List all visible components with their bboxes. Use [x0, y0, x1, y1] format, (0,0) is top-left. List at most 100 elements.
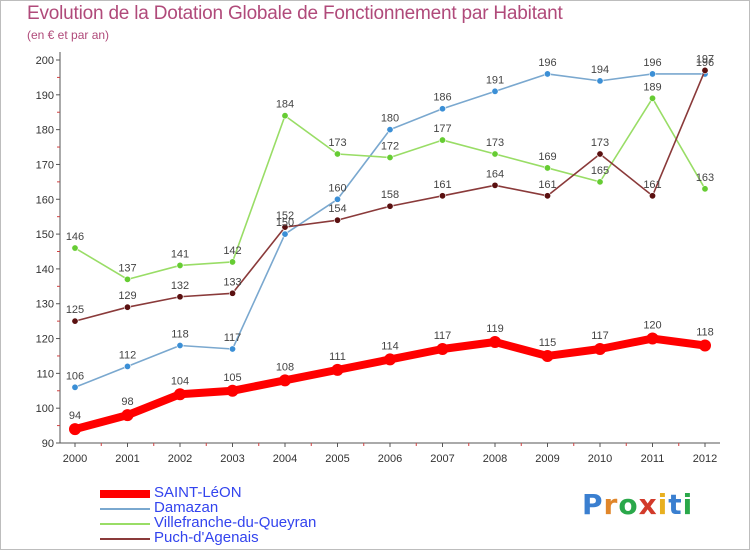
x-tick-label: 2011 — [641, 453, 665, 465]
logo-letter: P — [582, 488, 604, 521]
data-point — [594, 342, 606, 355]
data-point — [71, 244, 79, 252]
data-point — [281, 223, 289, 231]
legend-swatch — [100, 490, 150, 498]
data-label: 132 — [171, 280, 189, 292]
data-point — [596, 150, 604, 158]
data-point — [386, 202, 394, 210]
data-point — [121, 409, 134, 422]
y-tick-label: 100 — [36, 403, 54, 415]
data-point — [648, 192, 656, 200]
data-point — [176, 261, 184, 269]
data-point — [543, 192, 551, 200]
data-label: 146 — [66, 231, 84, 243]
data-label: 120 — [643, 320, 661, 332]
data-label: 160 — [328, 182, 346, 194]
data-label: 194 — [591, 64, 609, 76]
data-point — [226, 384, 239, 397]
data-point — [281, 230, 289, 238]
x-tick-label: 2012 — [693, 453, 717, 465]
chart-subtitle: (en € et par an) — [27, 28, 110, 42]
data-point — [543, 164, 551, 172]
data-point — [281, 112, 289, 120]
y-tick-label: 190 — [36, 90, 54, 102]
data-point — [333, 150, 341, 158]
data-point — [386, 126, 394, 134]
data-point — [71, 317, 79, 325]
data-point — [491, 87, 499, 95]
data-label: 98 — [121, 396, 133, 408]
data-label: 196 — [643, 57, 661, 69]
data-point — [701, 185, 709, 193]
data-point — [229, 345, 237, 353]
data-label: 152 — [276, 210, 294, 222]
data-label: 161 — [538, 179, 556, 191]
data-point — [438, 105, 446, 113]
data-label: 112 — [119, 349, 137, 361]
y-tick-label: 90 — [42, 438, 54, 450]
legend-swatch — [100, 508, 150, 510]
data-point — [489, 336, 501, 349]
data-label: 197 — [696, 53, 714, 65]
data-label: 118 — [696, 327, 714, 339]
data-point — [596, 77, 604, 85]
data-label: 161 — [643, 179, 661, 191]
data-label: 191 — [486, 74, 504, 86]
data-label: 196 — [538, 57, 556, 69]
data-label: 111 — [329, 351, 346, 363]
x-tick-label: 2005 — [325, 453, 349, 465]
data-point — [71, 383, 79, 391]
data-label: 133 — [223, 276, 241, 288]
data-label: 169 — [538, 151, 556, 163]
x-tick-label: 2006 — [378, 453, 402, 465]
chart-title: Evolution de la Dotation Globale de Fonc… — [27, 3, 563, 24]
logo-letter: r — [603, 488, 619, 521]
data-label: 141 — [171, 248, 189, 260]
data-label: 115 — [539, 337, 557, 349]
data-point — [229, 289, 237, 297]
data-point — [384, 353, 396, 366]
data-label: 137 — [118, 262, 136, 274]
y-tick-label: 200 — [36, 55, 54, 67]
data-point — [648, 70, 656, 78]
data-label: 163 — [696, 172, 714, 184]
legend-swatch — [100, 523, 150, 525]
x-tick-label: 2004 — [273, 453, 297, 465]
data-point — [331, 363, 344, 376]
data-point — [124, 362, 132, 370]
data-point — [176, 293, 184, 301]
data-label: 158 — [381, 189, 399, 201]
data-point — [541, 349, 554, 362]
data-point — [333, 216, 341, 224]
x-tick-label: 2002 — [168, 453, 192, 465]
logo-letter: t — [668, 488, 683, 521]
logo-letter: i — [657, 488, 669, 521]
y-tick-label: 150 — [36, 229, 54, 241]
data-label: 154 — [328, 203, 346, 215]
data-label: 186 — [433, 92, 451, 104]
x-tick-label: 2009 — [535, 453, 559, 465]
data-label: 184 — [276, 99, 294, 111]
data-label: 142 — [223, 245, 241, 257]
data-label: 173 — [328, 137, 346, 149]
proxiti-logo: Proxiti — [582, 488, 693, 521]
data-point — [438, 192, 446, 200]
data-label: 105 — [223, 372, 241, 384]
data-point — [124, 275, 132, 283]
legend-label: Villefranche-du-Queyran — [154, 514, 317, 531]
data-label: 177 — [433, 123, 451, 135]
data-label: 129 — [118, 290, 136, 302]
data-point — [596, 178, 604, 186]
data-point — [333, 195, 341, 203]
legend-label: Damazan — [154, 499, 219, 516]
y-tick-label: 110 — [36, 368, 54, 380]
data-label: 196 — [696, 57, 714, 69]
logo-letter: o — [618, 488, 639, 521]
y-tick-label: 160 — [36, 194, 54, 206]
data-label: 117 — [591, 330, 609, 342]
y-tick-label: 170 — [36, 159, 54, 171]
legend-label: Puch-d'Agenais — [154, 529, 259, 546]
data-point — [124, 303, 132, 311]
